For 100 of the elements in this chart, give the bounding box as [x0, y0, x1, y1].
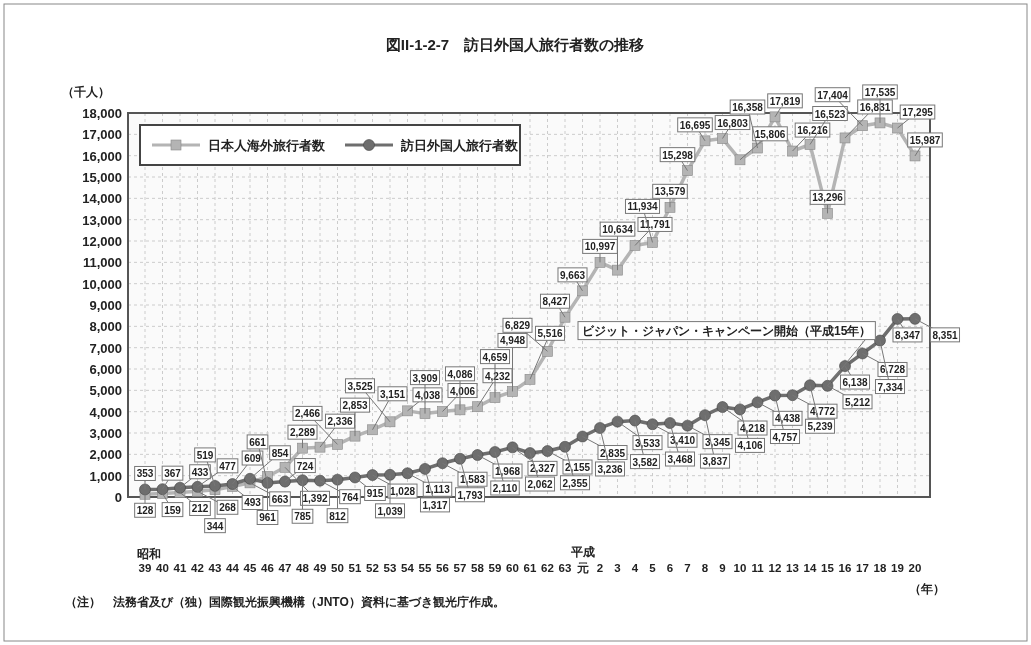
x-tick-label: 45 [243, 562, 257, 574]
data-label: 3,525 [347, 380, 373, 392]
data-label: 2,289 [289, 427, 316, 439]
data-label: 5,516 [537, 328, 563, 340]
text: （注） 法務省及び（独）国際観光振興機構（JNTO）資料に基づき観光庁作成。 [65, 595, 505, 609]
data-label: 433 [191, 466, 209, 478]
x-tick-label: 19 [891, 562, 904, 574]
data-label: 4,038 [414, 389, 441, 401]
x-tick-label: 6 [666, 562, 674, 574]
data-label: 3,468 [667, 454, 693, 466]
data-label: 10,634 [602, 224, 634, 236]
data-label: 609 [244, 453, 262, 465]
y-tick-label: 14,000 [82, 191, 122, 207]
x-tick-label: 5 [649, 562, 657, 574]
data-label: 661 [249, 436, 267, 448]
data-label: 159 [164, 504, 182, 516]
x-tick-label: 16 [838, 562, 852, 574]
x-tick-label: 41 [173, 562, 187, 574]
data-label: 9,663 [559, 269, 586, 281]
x-tick-label: 54 [401, 562, 415, 574]
y-tick-label: 12,000 [82, 234, 122, 249]
y-tick-label: 16,000 [82, 148, 122, 164]
data-label: 8,351 [932, 329, 958, 341]
x-tick-label: 44 [226, 562, 240, 574]
data-label: 3,410 [669, 435, 696, 447]
data-label: 16,695 [679, 119, 711, 131]
data-label: 17,819 [769, 95, 801, 107]
x-tick-label: 7 [684, 562, 691, 574]
data-label: 663 [271, 493, 289, 505]
x-tick-label: 14 [803, 562, 817, 574]
data-label: 764 [341, 491, 359, 503]
data-label: 724 [296, 460, 314, 472]
data-label: 4,757 [772, 431, 798, 443]
y-axis-title: （千人） [62, 85, 110, 99]
y-tick-label: 6,000 [89, 362, 122, 377]
y-tick-label: 7,000 [89, 340, 122, 356]
y-tick-label: 17,000 [82, 127, 122, 143]
data-label: 16,523 [814, 108, 846, 120]
x-tick-label: 12 [768, 562, 782, 574]
data-label: 17,404 [817, 89, 849, 101]
x-tick-label: 10 [733, 562, 747, 574]
x-tick-label: 63 [558, 562, 572, 574]
legend-label: 訪日外国人旅行者数 [400, 138, 519, 153]
x-tick-label: 13 [786, 562, 799, 574]
data-label: 17,295 [902, 107, 934, 119]
x-tick-label: 49 [313, 562, 327, 574]
y-tick-label: 8,000 [89, 319, 122, 335]
x-tick-label: 39 [138, 562, 152, 574]
legend-label: 日本人海外旅行者数 [208, 138, 326, 153]
data-label: 1,392 [302, 493, 328, 505]
data-label: 3,909 [412, 372, 438, 384]
text: 平成 [569, 545, 595, 559]
data-label: 367 [164, 468, 182, 480]
data-label: 353 [136, 468, 154, 480]
x-tick-label: 15 [821, 562, 835, 574]
data-label: 4,438 [774, 413, 801, 425]
data-label: 4,772 [809, 406, 836, 418]
data-label: 8,347 [894, 329, 921, 341]
data-label: 1,039 [377, 505, 403, 517]
data-label: 7,334 [877, 381, 903, 393]
data-label: 11,934 [627, 201, 658, 213]
x-tick-label: 60 [506, 562, 519, 574]
data-label: 961 [259, 512, 277, 524]
x-tick-label: 62 [541, 562, 554, 574]
data-label: 3,837 [702, 456, 728, 468]
data-label: 13,296 [812, 192, 844, 204]
x-axis-title: （年） [909, 582, 945, 596]
data-label: 3,236 [597, 463, 623, 475]
data-label: 3,151 [379, 388, 406, 400]
x-tick-label: 53 [383, 562, 397, 574]
y-tick-label: 18,000 [82, 106, 122, 121]
y-tick-label: 11,000 [82, 255, 122, 271]
x-tick-label: 56 [436, 562, 449, 574]
data-label: 6,728 [879, 364, 906, 376]
data-label: 10,997 [584, 241, 616, 253]
data-label: 5,239 [807, 421, 833, 433]
data-label: 16,831 [859, 101, 891, 113]
x-tick-label: 8 [701, 562, 709, 574]
y-tick-label: 9,000 [89, 298, 122, 313]
annotation: ビジット・ジャパン・キャンペーン開始（平成15年） [582, 323, 872, 338]
x-tick-label: 58 [471, 562, 485, 574]
data-label: 2,327 [529, 463, 556, 475]
y-tick-label: 4,000 [89, 404, 122, 420]
data-label: 16,358 [732, 102, 764, 114]
data-label: 4,232 [484, 370, 511, 382]
data-label: 268 [219, 502, 237, 514]
data-label: 854 [271, 447, 289, 459]
x-tick-label: 52 [366, 562, 379, 574]
data-label: 17,535 [864, 86, 896, 98]
x-tick-label: 43 [208, 562, 222, 574]
data-label: 344 [206, 520, 224, 532]
x-tick-label: 4 [631, 562, 639, 574]
data-label: 4,218 [739, 423, 766, 435]
x-tick-label: 17 [856, 562, 869, 574]
x-tick-label: 46 [261, 562, 274, 574]
x-tick-label: 50 [331, 562, 344, 574]
data-label: 519 [196, 449, 214, 461]
data-label: 2,062 [527, 479, 553, 491]
x-tick-label: 9 [719, 562, 726, 574]
data-label: 15,987 [909, 134, 941, 146]
